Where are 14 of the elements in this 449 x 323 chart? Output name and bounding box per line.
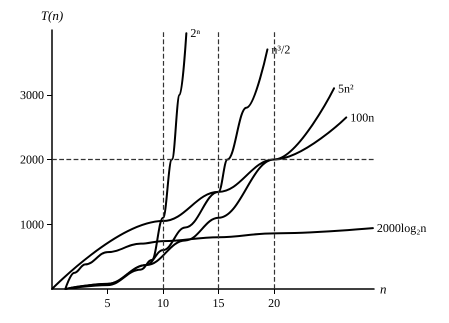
series-label: 5n²: [338, 81, 354, 96]
y-axis-title: T(n): [40, 8, 64, 23]
x-tick-label: 15: [212, 296, 225, 310]
series-label: n³/2: [271, 42, 290, 56]
series-label: 2000log₂n: [376, 221, 426, 236]
x-tick-label: 20: [268, 296, 280, 310]
x-tick-label: 10: [157, 296, 170, 310]
series-label: 2ⁿ: [190, 26, 200, 40]
x-axis-title: n: [380, 282, 386, 296]
y-tick-label: 3000: [20, 88, 44, 102]
y-tick-label: 2000: [20, 152, 44, 166]
y-tick-label: 1000: [20, 217, 44, 232]
x-tick-label: 5: [104, 296, 111, 310]
series-label: 100n: [350, 110, 374, 124]
